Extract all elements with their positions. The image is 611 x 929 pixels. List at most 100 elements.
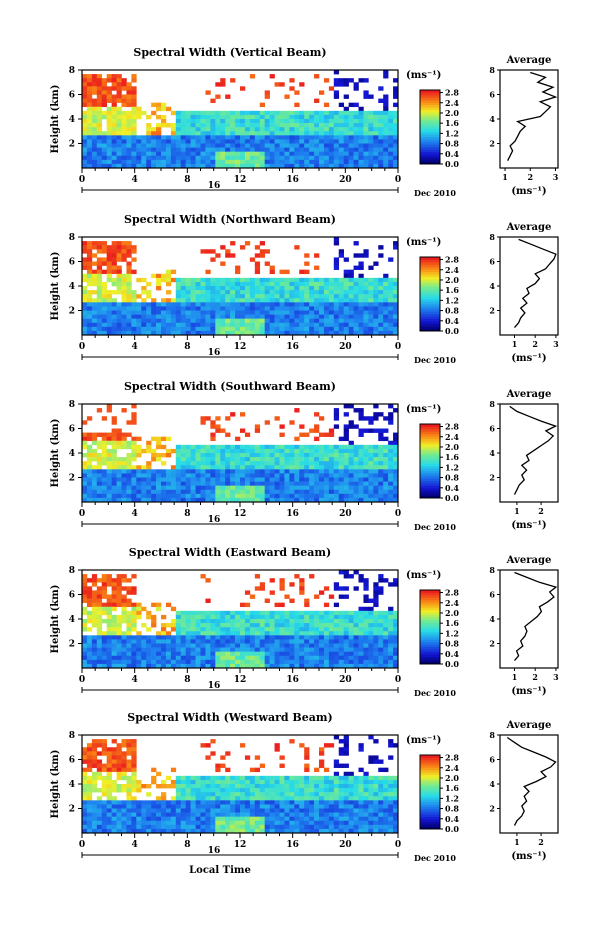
heatmap-cell: [165, 800, 172, 805]
heatmap-cell: [126, 619, 132, 624]
heatmap-cell: [254, 245, 261, 250]
heatmap-cell: [156, 784, 162, 789]
heatmap-cell: [244, 448, 251, 454]
heatmap-cell: [304, 281, 310, 287]
heatmap-cell: [200, 792, 206, 797]
heatmap-cell: [225, 812, 231, 817]
heatmap-cell: [240, 623, 246, 628]
heatmap-cell: [106, 631, 112, 636]
heatmap-cell: [175, 277, 182, 283]
heatmap-cell: [254, 123, 261, 128]
heatmap-cell: [200, 159, 206, 165]
heatmap-cell: [299, 465, 305, 470]
heatmap-cell: [338, 623, 344, 628]
heatmap-cell: [165, 163, 172, 169]
heatmap-cell: [225, 281, 231, 287]
heatmap-cell: [338, 123, 344, 128]
heatmap-cell: [309, 302, 315, 307]
heatmap-cell: [230, 816, 236, 822]
heatmap-cell: [175, 326, 182, 332]
heatmap-cell: [151, 163, 157, 169]
heatmap-cell: [126, 586, 132, 591]
heatmap-cell: [254, 614, 261, 620]
heatmap-cell: [86, 314, 93, 319]
heatmap-cell: [338, 497, 344, 503]
heatmap-cell: [161, 135, 167, 140]
heatmap-cell: [131, 290, 137, 295]
heatmap-cell: [333, 614, 340, 620]
heatmap-cell: [348, 277, 354, 283]
heatmap-cell: [126, 651, 132, 657]
heatmap-cell: [363, 631, 369, 636]
heatmap-cell: [175, 655, 182, 661]
heatmap-cell: [274, 127, 280, 132]
heatmap-cell: [86, 792, 93, 797]
heatmap-cell: [126, 131, 132, 136]
heatmap-cell: [393, 90, 399, 95]
colorbar-tick-label: 1.6: [445, 452, 459, 462]
heatmap-cell: [165, 602, 172, 608]
heatmap-cell: [269, 489, 275, 495]
heatmap-cell: [254, 155, 261, 161]
heatmap-cell: [368, 659, 374, 665]
heatmap-cell: [156, 804, 162, 809]
heatmap-cell: [363, 306, 369, 311]
heatmap-cell: [274, 290, 280, 295]
heatmap-cell: [244, 151, 251, 157]
heatmap-cell: [363, 651, 369, 657]
heatmap-cell: [165, 143, 172, 148]
heatmap-cell: [111, 102, 117, 108]
heatmap-cell: [111, 619, 117, 624]
heatmap-cell: [328, 639, 335, 644]
heatmap-cell: [299, 424, 305, 429]
heatmap-cell: [284, 627, 290, 632]
heatmap-cell: [244, 159, 251, 165]
heatmap-cell: [101, 294, 107, 299]
heatmap-cell: [205, 784, 211, 789]
heatmap-cell: [151, 143, 157, 148]
heatmap-cell: [274, 623, 280, 628]
heatmap-cell: [309, 326, 315, 332]
heatmap-cell: [289, 326, 295, 332]
heatmap-cell: [383, 106, 389, 112]
heatmap-cell: [314, 310, 320, 315]
heatmap-cell: [126, 147, 132, 152]
heatmap-cell: [235, 290, 241, 295]
heatmap-cell: [175, 779, 182, 785]
heatmap-cell: [200, 800, 206, 805]
heatmap-cell: [225, 310, 231, 315]
heatmap-cell: [363, 253, 369, 258]
heatmap-cell: [294, 114, 300, 120]
heatmap-cell: [264, 330, 270, 336]
heatmap-cell: [210, 465, 216, 470]
heatmap-cell: [230, 290, 236, 295]
heatmap-cell: [343, 119, 349, 124]
heatmap-cell: [195, 127, 201, 132]
heatmap-cell: [304, 123, 310, 128]
heatmap-cell: [91, 655, 98, 661]
heatmap-cell: [175, 298, 182, 303]
heatmap-cell: [378, 623, 384, 628]
heatmap-cell: [141, 497, 147, 503]
heatmap-cell: [190, 828, 196, 834]
heatmap-cell: [388, 155, 394, 161]
date-label: 16: [208, 515, 221, 525]
heatmap-cell: [161, 119, 167, 124]
heatmap-cell: [240, 448, 246, 454]
heatmap-cell: [348, 273, 354, 279]
heatmap-cell: [289, 448, 295, 454]
heatmap-cell: [264, 135, 270, 140]
heatmap-cell: [269, 578, 275, 583]
heatmap-cell: [82, 90, 88, 95]
heatmap-cell: [240, 314, 246, 319]
heatmap-cell: [284, 614, 290, 620]
heatmap-cell: [314, 159, 320, 165]
colorbar-swatch: [420, 597, 440, 601]
heatmap-cell: [338, 102, 344, 108]
heatmap-cell: [111, 127, 117, 132]
heatmap-cell: [368, 310, 374, 315]
heatmap-cell: [378, 131, 384, 136]
heatmap-cell: [106, 775, 112, 781]
heatmap-cell: [373, 147, 379, 152]
heatmap-cell: [314, 631, 320, 636]
